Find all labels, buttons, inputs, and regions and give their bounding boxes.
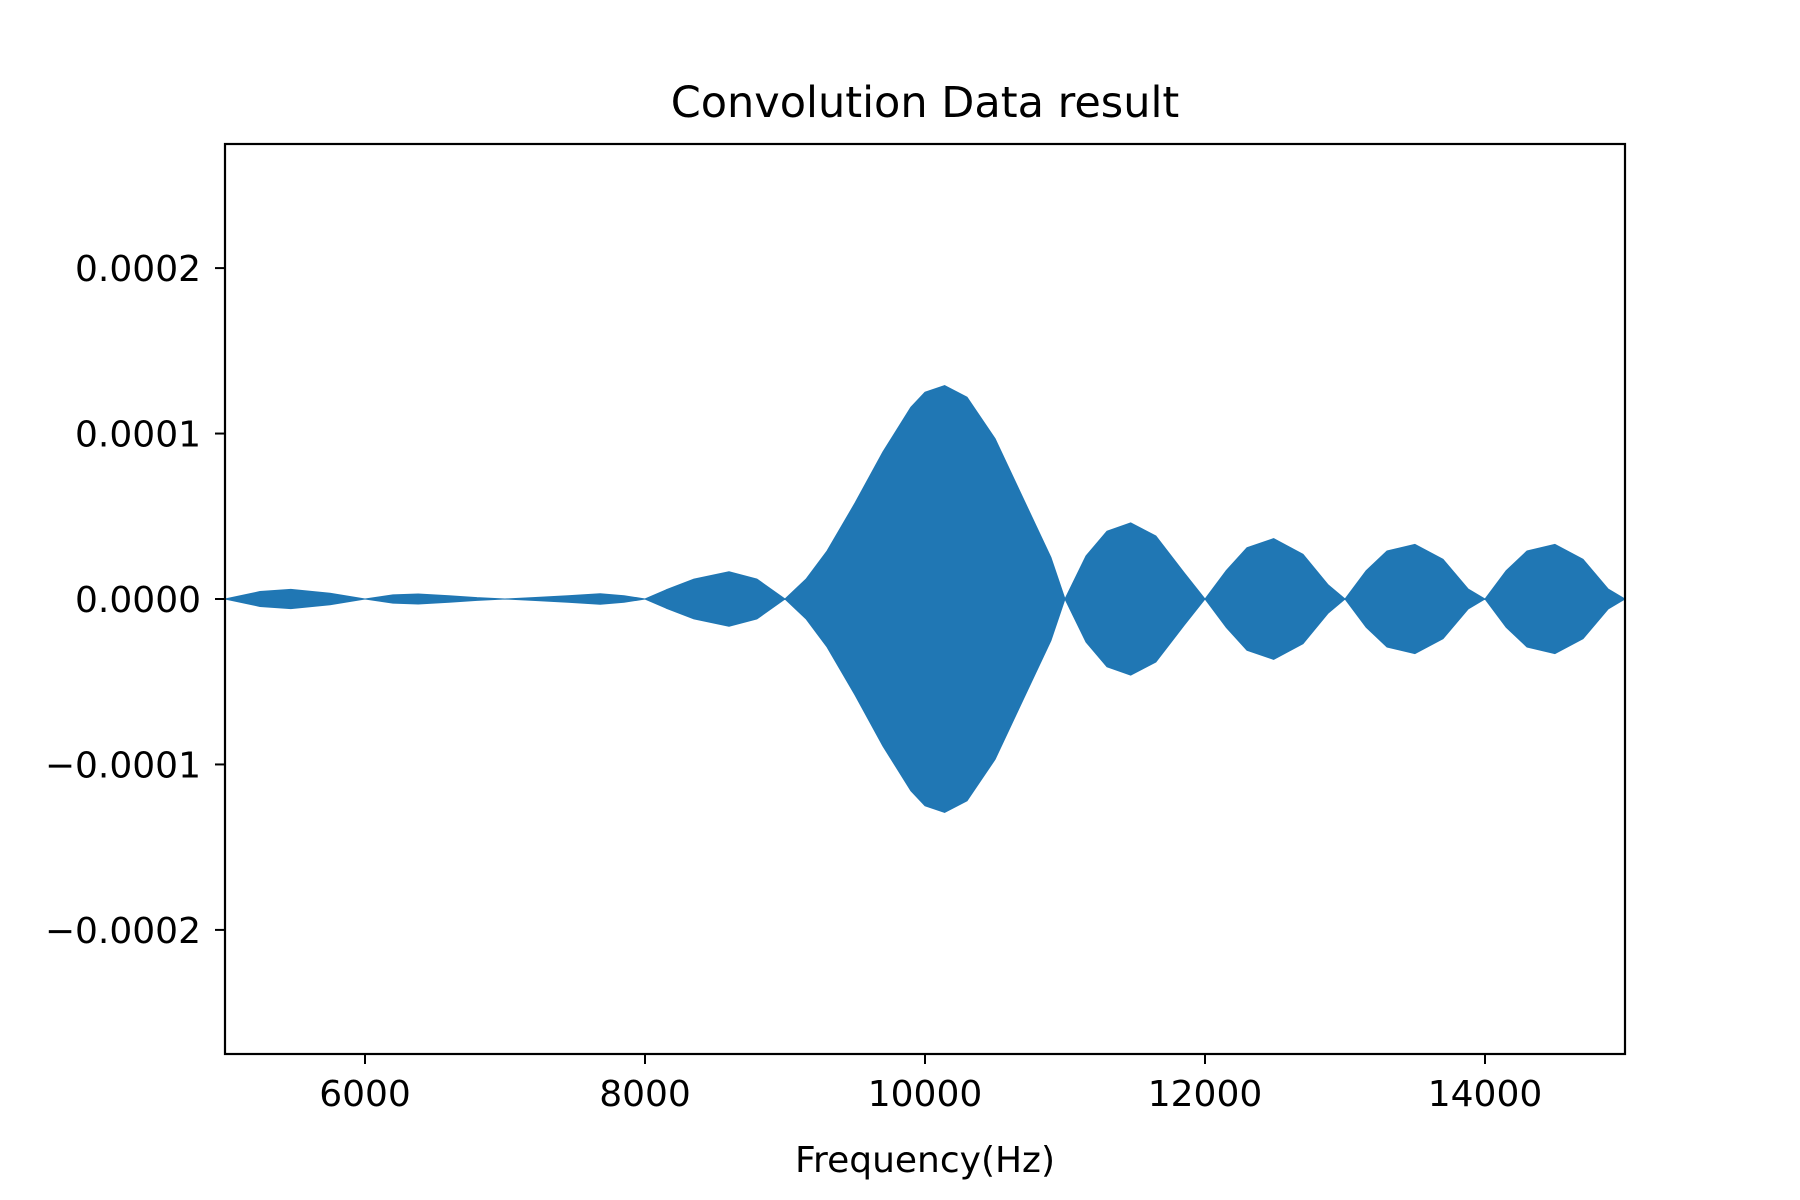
x-axis-label: Frequency(Hz) <box>795 1140 1055 1181</box>
y-tick-label: −0.0002 <box>45 911 201 952</box>
x-tick-label: 14000 <box>1428 1074 1543 1115</box>
x-tick-label: 6000 <box>319 1074 411 1115</box>
x-tick-label: 10000 <box>868 1074 983 1115</box>
y-tick-label: 0.0001 <box>75 415 201 456</box>
chart-title: Convolution Data result <box>671 78 1180 128</box>
x-tick-label: 8000 <box>599 1074 691 1115</box>
y-tick-label: −0.0001 <box>45 745 201 786</box>
y-axis: 0.0002 0.0001 0.0000 −0.0001 −0.0002 <box>45 249 225 952</box>
x-tick-label: 12000 <box>1148 1074 1263 1115</box>
x-axis: 6000 8000 10000 12000 14000 <box>319 1054 1542 1115</box>
y-tick-label: 0.0000 <box>75 580 201 621</box>
y-tick-label: 0.0002 <box>75 249 201 290</box>
